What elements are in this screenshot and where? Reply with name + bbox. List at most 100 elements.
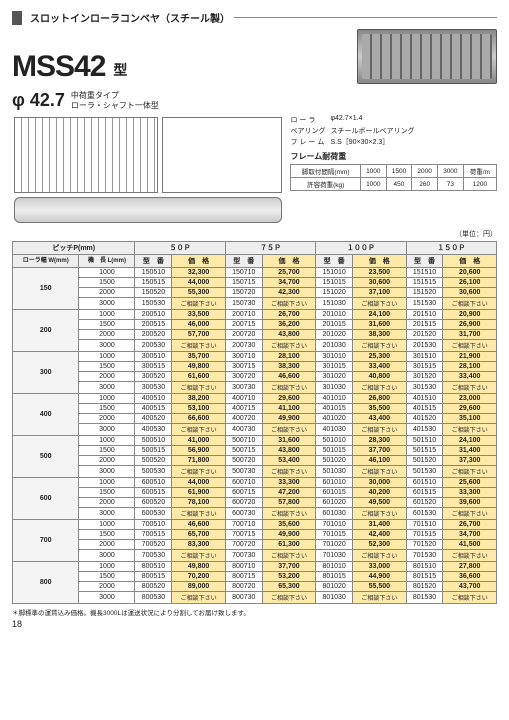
- model-cell: 401520: [406, 414, 443, 424]
- model-cell: 800530: [135, 592, 172, 604]
- table-row: 300100030051035,70030071028,10030101025,…: [13, 352, 497, 362]
- table-row: 200020052057,70020072043,80020102038,300…: [13, 330, 497, 340]
- model-cell: 200730: [225, 340, 262, 352]
- length-cell: 1000: [79, 520, 135, 530]
- model-type: 型: [113, 60, 127, 80]
- load-table: 脚取付間隔(mm)1000150020003000荷重/m 許容荷重(kg)10…: [290, 164, 497, 191]
- price-ask: ご相談下さい: [172, 550, 225, 562]
- model-cell: 301020: [316, 372, 353, 382]
- model-name: MSS42: [12, 50, 105, 84]
- model-cell: 201515: [406, 320, 443, 330]
- length-cell: 2000: [79, 372, 135, 382]
- price-cell: 31,400: [443, 446, 497, 456]
- price-cell: 28,100: [262, 352, 315, 362]
- spec-value: S.S［90×30×2.3］: [330, 137, 389, 147]
- model-cell: 701520: [406, 540, 443, 550]
- width-header: ローラ幅 W(mm): [13, 255, 79, 268]
- model-cell: 601030: [316, 508, 353, 520]
- price-cell: 29,600: [443, 404, 497, 414]
- model-cell: 150720: [225, 288, 262, 298]
- model-cell: 301510: [406, 352, 443, 362]
- price-cell: 28,300: [353, 436, 406, 446]
- model-cell: 400715: [225, 404, 262, 414]
- price-ask: ご相談下さい: [353, 592, 406, 604]
- price-ask: ご相談下さい: [443, 508, 497, 520]
- length-cell: 1000: [79, 562, 135, 572]
- price-ask: ご相談下さい: [443, 340, 497, 352]
- table-row: 3000700530ご相談下さい700730ご相談下さい701030ご相談下さい…: [13, 550, 497, 562]
- model-cell: 400510: [135, 394, 172, 404]
- price-cell: 44,000: [172, 278, 225, 288]
- model-cell: 150530: [135, 298, 172, 310]
- price-cell: 46,100: [353, 456, 406, 466]
- model-cell: 601020: [316, 498, 353, 508]
- model-cell: 500710: [225, 436, 262, 446]
- model-cell: 501030: [316, 466, 353, 478]
- model-cell: 701020: [316, 540, 353, 550]
- model-cell: 150510: [135, 268, 172, 278]
- price-cell: 26,700: [262, 310, 315, 320]
- model-cell: 500510: [135, 436, 172, 446]
- price-cell: 31,700: [443, 330, 497, 340]
- price-cell: 35,700: [172, 352, 225, 362]
- product-photo: [357, 29, 497, 84]
- length-cell: 3000: [79, 382, 135, 394]
- model-cell: 300715: [225, 362, 262, 372]
- length-cell: 1000: [79, 478, 135, 488]
- page-number: 18: [12, 619, 497, 629]
- price-cell: 31,600: [353, 320, 406, 330]
- price-cell: 49,800: [172, 562, 225, 572]
- length-cell: 1000: [79, 436, 135, 446]
- length-cell: 3000: [79, 466, 135, 478]
- model-cell: 601530: [406, 508, 443, 520]
- price-cell: 55,500: [353, 582, 406, 592]
- model-cell: 501020: [316, 456, 353, 466]
- table-row: 3000600530ご相談下さい600730ご相談下さい601030ご相談下さい…: [13, 508, 497, 520]
- price-cell: 21,900: [443, 352, 497, 362]
- model-cell: 801515: [406, 572, 443, 582]
- price-cell: 33,500: [172, 310, 225, 320]
- model-cell: 600710: [225, 478, 262, 488]
- model-cell: 151030: [316, 298, 353, 310]
- price-cell: 29,600: [262, 394, 315, 404]
- length-cell: 2000: [79, 288, 135, 298]
- model-cell: 801020: [316, 582, 353, 592]
- width-cell: 600: [13, 478, 79, 520]
- model-cell: 601010: [316, 478, 353, 488]
- price-cell: 31,600: [262, 436, 315, 446]
- model-cell: 401010: [316, 394, 353, 404]
- model-cell: 201030: [316, 340, 353, 352]
- price-ask: ご相談下さい: [262, 298, 315, 310]
- pitch-col: ７５Ｐ: [225, 242, 315, 255]
- price-cell: 39,600: [443, 498, 497, 508]
- width-cell: 500: [13, 436, 79, 478]
- length-cell: 1000: [79, 352, 135, 362]
- table-row: 150060051561,90060071547,20060101540,200…: [13, 488, 497, 498]
- length-cell: 1000: [79, 310, 135, 320]
- price-ask: ご相談下さい: [262, 592, 315, 604]
- table-row: 700100070051046,60070071035,60070101031,…: [13, 520, 497, 530]
- price-cell: 32,300: [172, 268, 225, 278]
- price-cell: 65,300: [262, 582, 315, 592]
- model-cell: 601520: [406, 498, 443, 508]
- footnote: ＊脚標準の運賃込み価格。機長3000Lは運送状況により分割してお届け致します。: [12, 607, 497, 617]
- length-cell: 3000: [79, 298, 135, 310]
- price-cell: 31,400: [353, 520, 406, 530]
- load-heading: フレーム耐荷重: [290, 151, 497, 162]
- width-cell: 150: [13, 268, 79, 310]
- pitch-header: ピッチP(mm): [13, 242, 135, 255]
- price-cell: 30,600: [443, 288, 497, 298]
- price-cell: 78,100: [172, 498, 225, 508]
- price-cell: 26,900: [443, 320, 497, 330]
- price-ask: ご相談下さい: [262, 508, 315, 520]
- model-cell: 700530: [135, 550, 172, 562]
- price-ask: ご相談下さい: [172, 424, 225, 436]
- model-cell: 800510: [135, 562, 172, 572]
- price-ask: ご相談下さい: [353, 508, 406, 520]
- price-cell: 49,900: [262, 530, 315, 540]
- price-cell: 41,100: [262, 404, 315, 414]
- title-line: [234, 17, 497, 18]
- model-cell: 150515: [135, 278, 172, 288]
- length-cell: 2000: [79, 498, 135, 508]
- model-cell: 800520: [135, 582, 172, 592]
